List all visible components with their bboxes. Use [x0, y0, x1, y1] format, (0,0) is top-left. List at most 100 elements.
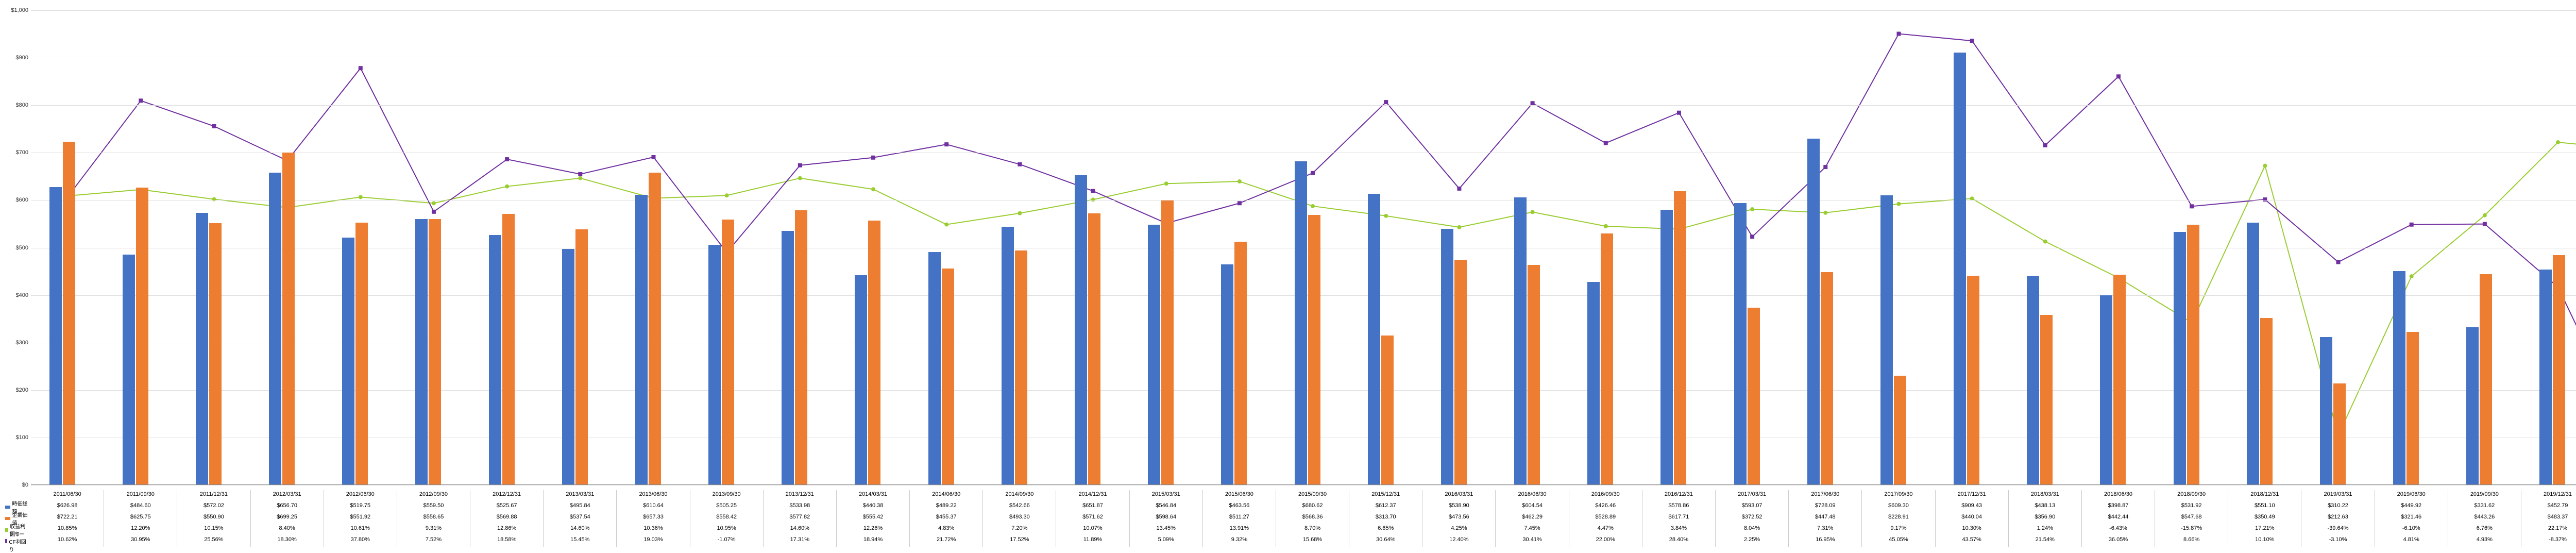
category-label: 2017/06/30 — [1789, 490, 1862, 501]
ev-bar — [209, 223, 222, 484]
y-axis-left-label: $200 — [8, 387, 28, 393]
market-cap-bar — [635, 195, 648, 484]
data-cell: $699.25 — [251, 513, 324, 524]
data-cell: 1.24% — [2009, 524, 2082, 535]
chart-container: (単位：百万USD) $0$100$200$300$400$500$600$70… — [5, 5, 2576, 547]
data-cell: $550.90 — [177, 513, 250, 524]
data-cell: $572.02 — [177, 501, 250, 513]
y-axis-left-label: $700 — [8, 149, 28, 156]
data-cell: 4.25% — [1422, 524, 1496, 535]
legend-marker — [5, 528, 8, 532]
ev-bar — [722, 220, 734, 484]
data-cell: $489.22 — [910, 501, 983, 513]
data-cell: 10.07% — [1056, 524, 1129, 535]
category-label: 2018/03/31 — [2009, 490, 2082, 501]
data-cell: $558.42 — [690, 513, 764, 524]
ev-bar — [1381, 336, 1394, 484]
category-label: 2013/03/31 — [544, 490, 617, 501]
ev-bar — [1894, 376, 1906, 484]
data-cell: 9.31% — [397, 524, 470, 535]
data-cell: 10.95% — [690, 524, 764, 535]
data-cell: $483.37 — [2521, 513, 2576, 524]
ev-bar — [942, 269, 954, 484]
data-cell: $463.56 — [1203, 501, 1276, 513]
legend-swatch — [5, 517, 10, 520]
ev-bar — [795, 210, 807, 484]
market-cap-bar — [708, 245, 721, 484]
data-cell: 17.21% — [2228, 524, 2301, 535]
y-axis-left-label: $600 — [8, 197, 28, 203]
data-cell: 4.47% — [1569, 524, 1642, 535]
data-cell: 16.95% — [1789, 535, 1862, 547]
ev-bar — [502, 214, 515, 484]
table-row-label: フリーCF利回り — [5, 535, 30, 547]
data-cell: 14.60% — [544, 524, 617, 535]
category-label: 2014/03/31 — [837, 490, 910, 501]
market-cap-bar — [1221, 264, 1233, 484]
category-label: 2013/06/30 — [617, 490, 690, 501]
market-cap-bar — [1295, 161, 1307, 484]
data-cell: -3.10% — [2301, 535, 2375, 547]
data-cell: $728.09 — [1789, 501, 1862, 513]
market-cap-bar — [415, 219, 428, 484]
data-cell: 21.54% — [2009, 535, 2082, 547]
data-cell: $555.42 — [837, 513, 910, 524]
category-label: 2014/12/31 — [1056, 490, 1129, 501]
ev-bar — [1967, 276, 1979, 484]
category-label: 2015/12/31 — [1349, 490, 1422, 501]
data-cell: 18.30% — [251, 535, 324, 547]
ev-bar — [1674, 191, 1686, 484]
category-label: 2018/12/31 — [2228, 490, 2301, 501]
data-cell: 17.31% — [764, 535, 837, 547]
data-cell: $547.68 — [2155, 513, 2228, 524]
data-cell: $443.26 — [2448, 513, 2521, 524]
data-cell: $542.66 — [983, 501, 1056, 513]
ev-bar — [1454, 260, 1467, 484]
category-label: 2011/09/30 — [104, 490, 177, 501]
ev-bar — [1088, 213, 1100, 484]
legend-marker — [5, 539, 7, 543]
category-label: 2012/12/31 — [470, 490, 544, 501]
data-cell: 8.66% — [2155, 535, 2228, 547]
data-cell: 10.36% — [617, 524, 690, 535]
data-cell: 10.10% — [2228, 535, 2301, 547]
data-cell: $493.30 — [983, 513, 1056, 524]
market-cap-bar — [1587, 282, 1600, 484]
data-cell: 9.17% — [1862, 524, 1935, 535]
market-cap-bar — [928, 252, 941, 484]
data-cell: 6.76% — [2448, 524, 2521, 535]
category-label: 2016/06/30 — [1496, 490, 1569, 501]
data-cell: 45.05% — [1862, 535, 1935, 547]
data-cell: $610.64 — [617, 501, 690, 513]
data-table: 2011/06/302011/09/302011/12/312012/03/31… — [31, 490, 2576, 547]
grid-line — [31, 105, 2576, 106]
y-axis-left-label: $1,000 — [8, 7, 28, 13]
legend-swatch — [5, 506, 10, 509]
data-cell: $546.84 — [1130, 501, 1203, 513]
y-axis-left-label: $400 — [8, 292, 28, 298]
data-cell: 36.05% — [2082, 535, 2155, 547]
y-axis-left-label: $500 — [8, 245, 28, 251]
data-cell: $551.10 — [2228, 501, 2301, 513]
ev-bar — [1161, 200, 1174, 484]
data-cell: 10.61% — [324, 524, 397, 535]
data-cell: 15.45% — [544, 535, 617, 547]
data-cell: 12.40% — [1422, 535, 1496, 547]
ev-bar — [429, 219, 441, 484]
data-cell: $321.46 — [2375, 513, 2448, 524]
data-cell: 30.41% — [1496, 535, 1569, 547]
category-label: 2015/09/30 — [1276, 490, 1349, 501]
data-cell: -15.87% — [2155, 524, 2228, 535]
category-label: 2013/12/31 — [764, 490, 837, 501]
data-cell: 14.60% — [764, 524, 837, 535]
data-cell: $569.88 — [470, 513, 544, 524]
ev-bar — [2260, 318, 2273, 484]
category-label: 2017/09/30 — [1862, 490, 1935, 501]
data-cell: 6.65% — [1349, 524, 1422, 535]
data-cell: $578.86 — [1642, 501, 1716, 513]
data-cell: 8.04% — [1716, 524, 1789, 535]
category-label: 2015/03/31 — [1130, 490, 1203, 501]
data-cell: $331.62 — [2448, 501, 2521, 513]
market-cap-bar — [1148, 225, 1160, 484]
ev-bar — [2333, 383, 2346, 484]
